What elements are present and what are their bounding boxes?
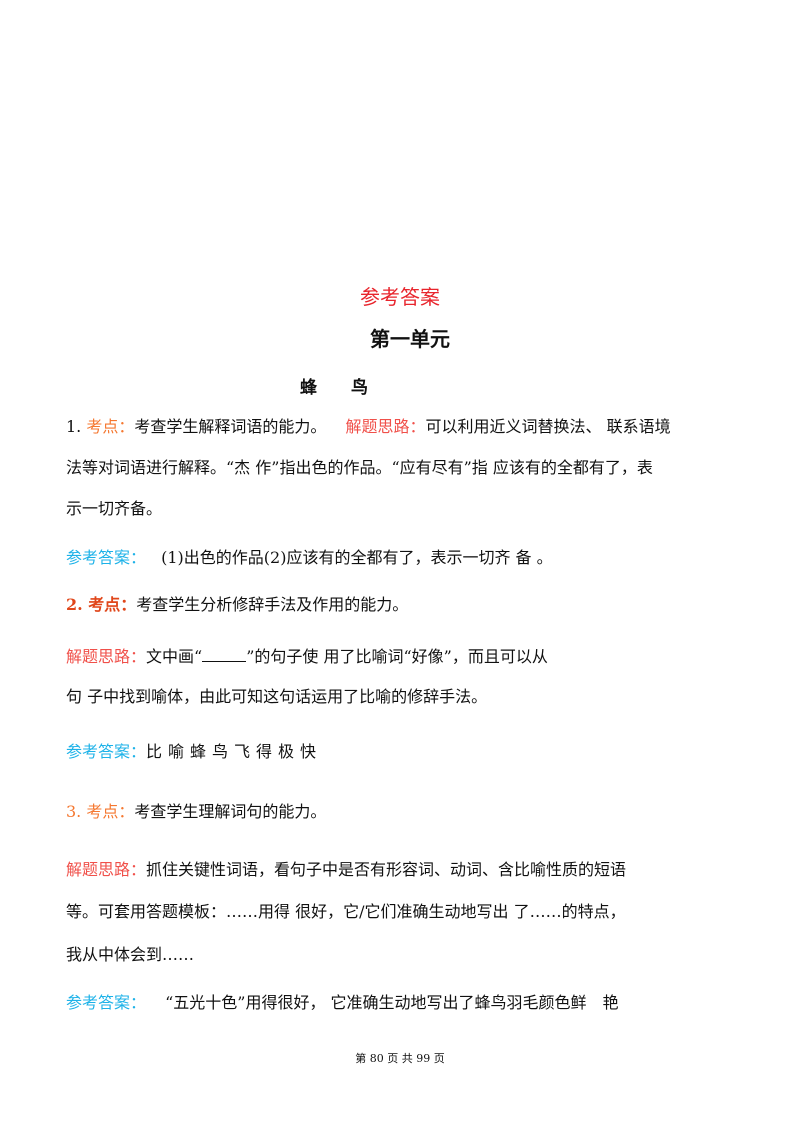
q1-answer-label: 参考答案： [66, 548, 147, 567]
q1-line1: 1. 考点：考查学生解释词语的能力。 解题思路：可以利用近义词替换法、 联系语境 [66, 417, 671, 437]
unit-heading: 第一单元 [370, 327, 450, 351]
q3-answer-text: “五光十色”用得很好， 它准确生动地写出了蜂鸟羽毛颜色鲜 艳 [165, 993, 619, 1012]
q1-idea-line2: 法等对词语进行解释。“杰 作”指出色的作品。“应有尽有”指 应该有的全都有了，表 [66, 458, 653, 477]
q2-idea-line2: 句 子中找到喻体，由此可知这句话运用了比喻的修辞手法。 [66, 687, 488, 706]
q3-point: 考查学生理解词句的能力。 [134, 802, 327, 821]
q1-point-label: 考点： [86, 417, 135, 436]
q1-idea-line1: 可以利用近义词替换法、 联系语境 [425, 417, 671, 436]
q1-answer-text: (1)出色的作品(2)应该有的全都有了，表示一切齐 备 。 [161, 548, 553, 567]
q3-idea-line2: 等。可套用答题模板：……用得 很好，它/它们准确生动地写出 了……的特点， [66, 902, 626, 921]
q3-answer-label: 参考答案： [66, 993, 147, 1012]
q1-point: 考查学生解释词语的能力。 [134, 417, 327, 436]
q2-point: 考查学生分析修辞手法及作用的能力。 [136, 595, 409, 614]
q3-idea-text: 抓住关键性词语，看句子中是否有形容词、动词、含比喻性质的短语 [146, 860, 627, 879]
q2-line1: 2. 考点：考查学生分析修辞手法及作用的能力。 [66, 595, 408, 615]
q3-line1: 3. 考点：考查学生理解词句的能力。 [66, 802, 326, 822]
q3-idea-line3: 我从中体会到…… [66, 945, 195, 964]
section-title: 参考答案 [360, 285, 440, 309]
q2-idea-label: 解题思路： [66, 647, 147, 666]
q1-idea-label: 解题思路： [345, 417, 426, 436]
underline-blank [202, 647, 247, 662]
q2-idea-line1: 解题思路：文中画“ ”的句子使 用了比喻词“好像”，而且可以从 [66, 647, 548, 667]
q2-point-label: 2. 考点： [66, 595, 137, 614]
q1-answer: 参考答案： (1)出色的作品(2)应该有的全都有了，表示一切齐 备 。 [66, 548, 553, 568]
q3-idea-label: 解题思路： [66, 860, 147, 879]
q1-number: 1. [66, 417, 82, 436]
q3-point-label: 3. 考点： [66, 802, 135, 821]
q2-idea-b: ”的句子使 用了比喻词“好像”，而且可以从 [246, 647, 548, 666]
q3-answer: 参考答案： “五光十色”用得很好， 它准确生动地写出了蜂鸟羽毛颜色鲜 艳 [66, 993, 619, 1013]
lesson-heading: 蜂 鸟 [300, 378, 368, 398]
q1-idea-line3: 示一切齐备。 [66, 499, 163, 518]
q3-idea-line1: 解题思路：抓住关键性词语，看句子中是否有形容词、动词、含比喻性质的短语 [66, 860, 626, 880]
q2-idea-a: 文中画“ [146, 647, 203, 666]
q2-answer-text: 比喻蜂鸟飞得极快 [146, 742, 323, 761]
q2-answer-label: 参考答案： [66, 742, 147, 761]
q2-answer: 参考答案：比喻蜂鸟飞得极快 [66, 742, 322, 762]
page-footer: 第 80 页 共 99 页 [355, 1052, 445, 1065]
